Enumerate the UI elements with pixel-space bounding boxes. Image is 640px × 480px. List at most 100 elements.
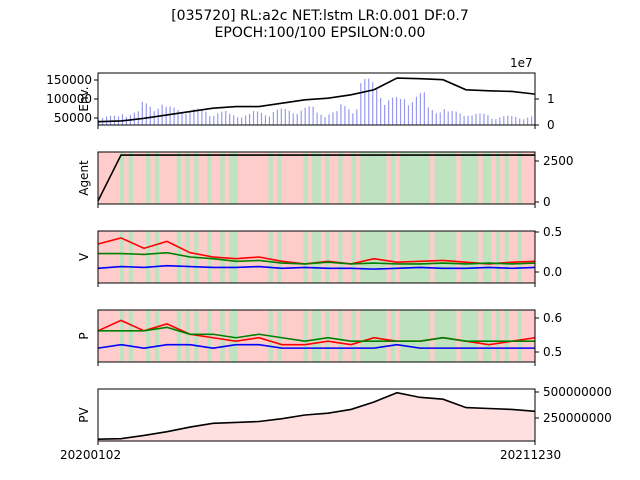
volume-bar: [411, 102, 414, 125]
action-band-buy: [237, 152, 243, 204]
volume-bar: [364, 78, 366, 125]
secondary-tick-label: 0: [547, 118, 555, 132]
action-band-buy: [172, 231, 177, 283]
action-band-buy: [491, 152, 496, 204]
action-band-buy: [285, 231, 291, 283]
action-band-buy: [167, 152, 173, 204]
action-band-hold: [338, 231, 344, 283]
action-band-buy: [181, 310, 186, 362]
action-band-hold: [434, 310, 440, 362]
action-band-hold: [268, 231, 274, 283]
action-band-buy: [521, 152, 527, 204]
volume-bar: [288, 110, 290, 125]
action-band-hold: [303, 231, 309, 283]
action-band-hold: [412, 231, 418, 283]
action-band-hold: [194, 152, 199, 204]
action-band-hold: [382, 231, 387, 283]
volume-bar: [149, 106, 151, 125]
action-band-hold: [277, 310, 282, 362]
action-band-hold: [325, 231, 330, 283]
y-axis-label-policy: P: [77, 332, 91, 339]
volume-bar: [169, 106, 171, 125]
action-band-hold: [382, 310, 387, 362]
action-band-hold: [303, 310, 309, 362]
action-band-buy: [255, 152, 260, 204]
y-tick-label: 50000: [54, 111, 92, 125]
volume-bar: [507, 115, 509, 125]
volume-bar: [205, 111, 207, 125]
volume-bar: [244, 115, 247, 125]
action-band-buy: [111, 231, 116, 283]
chart-title-line1: [035720] RL:a2c NET:lstm LR:0.001 DF:0.7: [171, 8, 469, 24]
action-band-buy: [526, 152, 531, 204]
action-band-buy: [181, 152, 186, 204]
series-line-value-2: [98, 251, 536, 265]
y-tick-label: 0.5: [543, 345, 562, 359]
action-band-hold: [517, 152, 523, 204]
action-band-buy: [430, 231, 435, 283]
action-band-buy: [307, 310, 313, 362]
action-band-buy: [115, 310, 121, 362]
action-band-buy: [320, 310, 326, 362]
volume-bar: [177, 109, 179, 125]
action-band-hold: [229, 231, 234, 283]
action-band-buy: [530, 310, 536, 362]
action-band-hold: [207, 152, 212, 204]
volume-bar: [113, 115, 116, 125]
action-band-buy: [115, 231, 121, 283]
action-band-buy: [111, 152, 116, 204]
action-band-buy: [137, 310, 142, 362]
action-band-buy: [167, 310, 173, 362]
action-band-hold: [390, 231, 396, 283]
volume-bar: [431, 109, 433, 125]
action-band-hold: [364, 152, 370, 204]
action-band-buy: [124, 231, 129, 283]
volume-bar: [368, 78, 370, 125]
volume-bar: [324, 117, 326, 125]
series-line-policy-2: [98, 326, 535, 343]
action-band-hold: [368, 152, 374, 204]
action-band-buy: [250, 152, 256, 204]
action-band-hold: [377, 310, 383, 362]
y-tick-label: 2500: [543, 154, 574, 168]
action-band-hold: [368, 310, 374, 362]
action-band-buy: [202, 231, 208, 283]
action-band-buy: [386, 310, 392, 362]
action-band-buy: [215, 310, 221, 362]
action-band-hold: [486, 152, 492, 204]
action-band-buy: [137, 152, 142, 204]
action-band-hold: [434, 231, 440, 283]
action-band-hold: [399, 231, 405, 283]
action-band-hold: [351, 152, 357, 204]
action-band-buy: [132, 231, 138, 283]
volume-bar: [284, 109, 286, 125]
volume-bar: [503, 116, 505, 125]
action-band-hold: [482, 231, 488, 283]
action-band-hold: [517, 231, 523, 283]
y-tick-label: 150000: [46, 73, 92, 87]
action-band-hold: [417, 231, 422, 283]
action-band-buy: [329, 152, 335, 204]
volume-bar: [451, 110, 453, 125]
volume-bar: [384, 104, 386, 125]
volume-bar: [376, 89, 378, 125]
volume-bar: [201, 109, 203, 125]
action-band-hold: [408, 231, 413, 283]
action-band-hold: [325, 152, 330, 204]
action-band-buy: [290, 231, 295, 283]
volume-bar: [356, 109, 358, 125]
volume-bar: [519, 118, 521, 125]
volume-bar: [280, 108, 282, 125]
action-band-buy: [526, 310, 531, 362]
action-band-buy: [342, 310, 348, 362]
action-band-buy: [150, 310, 156, 362]
action-band-buy: [242, 152, 247, 204]
action-band-buy: [259, 310, 265, 362]
action-band-hold: [438, 152, 444, 204]
action-band-hold: [377, 231, 383, 283]
action-band-hold: [338, 310, 344, 362]
y-axis-label-env: Env.: [77, 86, 91, 111]
volume-bar: [471, 115, 473, 125]
action-band-buy: [255, 310, 260, 362]
action-band-hold: [128, 152, 134, 204]
